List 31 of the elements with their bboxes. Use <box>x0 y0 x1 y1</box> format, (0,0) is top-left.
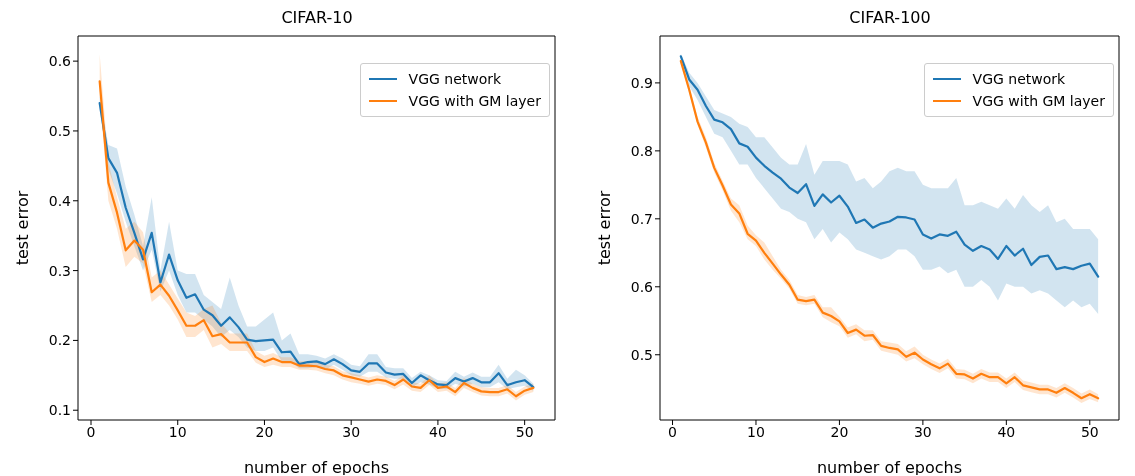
x-tick-label: 50 <box>515 423 534 440</box>
y-tick-label: 0.5 <box>48 122 71 139</box>
y-tick-label: 0.5 <box>630 346 653 363</box>
y-tick-label: 0.8 <box>630 142 653 159</box>
legend-label: VGG with GM layer <box>408 93 541 109</box>
legend-label: VGG network <box>408 71 502 87</box>
y-tick-label: 0.7 <box>630 210 653 227</box>
y-tick-label: 0.9 <box>630 74 653 91</box>
y-tick-label: 0.4 <box>48 192 72 209</box>
x-tick-label: 10 <box>747 423 765 440</box>
x-tick-label: 20 <box>830 423 849 440</box>
y-tick-label: 0.2 <box>48 332 71 349</box>
y-axis-title: test error <box>594 190 614 266</box>
y-tick-label: 0.3 <box>48 262 71 279</box>
y-tick-label: 0.1 <box>48 402 71 419</box>
legend-label: VGG network <box>972 71 1066 87</box>
x-tick-label: 30 <box>913 423 932 440</box>
x-tick-label: 20 <box>255 423 274 440</box>
x-tick-label: 40 <box>997 423 1016 440</box>
chart-title: CIFAR-10 <box>280 8 354 27</box>
x-tick-label: 10 <box>168 423 187 440</box>
legend-label: VGG with GM layer <box>972 93 1105 109</box>
chart-title: CIFAR-100 <box>848 8 932 27</box>
x-tick-label: 30 <box>342 423 361 440</box>
y-tick-label: 0.6 <box>48 53 72 70</box>
x-tick-label: 50 <box>1080 423 1099 440</box>
x-tick-label: 0 <box>668 423 677 440</box>
x-tick-label: 40 <box>429 423 447 440</box>
x-tick-label: 0 <box>86 423 96 440</box>
y-tick-label: 0.6 <box>630 278 654 295</box>
y-axis-title: test error <box>12 190 32 266</box>
